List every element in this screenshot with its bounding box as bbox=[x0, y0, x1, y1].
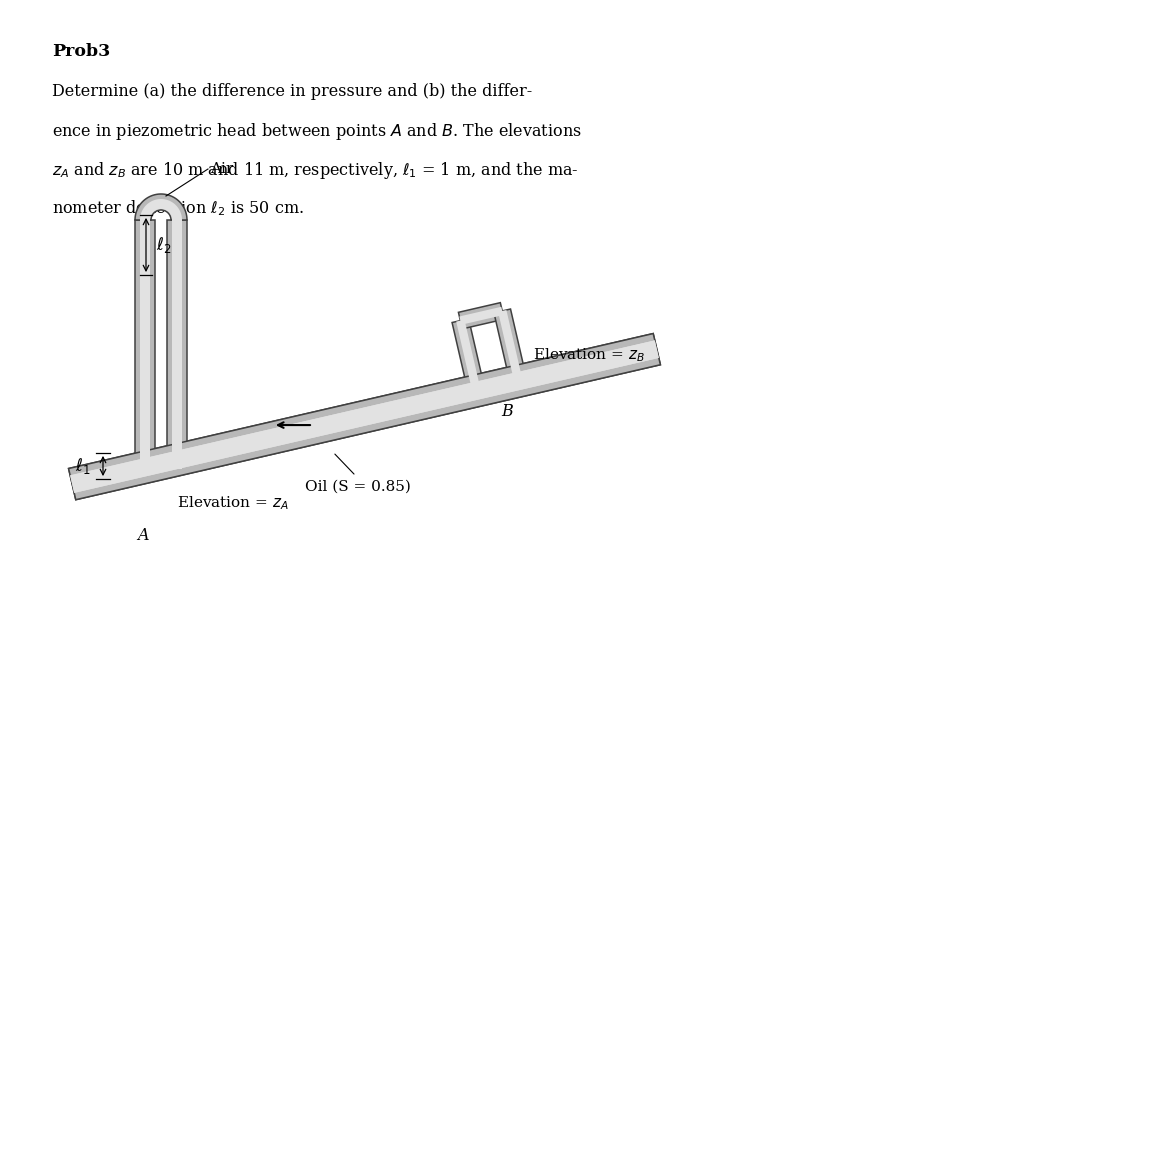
Polygon shape bbox=[498, 310, 523, 382]
Polygon shape bbox=[69, 333, 660, 500]
Polygon shape bbox=[452, 319, 484, 393]
Text: Elevation = $z_B$: Elevation = $z_B$ bbox=[532, 346, 645, 363]
Text: Determine (a) the difference in pressure and (b) the differ-: Determine (a) the difference in pressure… bbox=[51, 83, 532, 100]
Polygon shape bbox=[70, 340, 659, 493]
Text: Prob3: Prob3 bbox=[51, 43, 110, 61]
Text: Oil (S = 0.85): Oil (S = 0.85) bbox=[305, 480, 411, 494]
Polygon shape bbox=[460, 306, 503, 325]
Text: $\ell_1$: $\ell_1$ bbox=[75, 456, 91, 476]
Polygon shape bbox=[140, 199, 183, 220]
Text: nometer deflection $\ell_2$ is 50 cm.: nometer deflection $\ell_2$ is 50 cm. bbox=[51, 198, 304, 218]
Polygon shape bbox=[135, 195, 187, 220]
Polygon shape bbox=[160, 451, 177, 471]
Polygon shape bbox=[172, 220, 183, 469]
Text: B: B bbox=[501, 403, 512, 421]
Polygon shape bbox=[160, 456, 177, 466]
Text: $z_A$ and $z_B$ are 10 m and 11 m, respectively, $\ell_1$ = 1 m, and the ma-: $z_A$ and $z_B$ are 10 m and 11 m, respe… bbox=[51, 160, 578, 181]
Polygon shape bbox=[135, 220, 154, 469]
Polygon shape bbox=[70, 340, 659, 493]
Text: ence in piezometric head between points $A$ and $B$. The elevations: ence in piezometric head between points … bbox=[51, 121, 581, 142]
Text: A: A bbox=[137, 527, 149, 544]
Text: Elevation = $z_A$: Elevation = $z_A$ bbox=[177, 494, 289, 511]
Polygon shape bbox=[140, 220, 150, 469]
Polygon shape bbox=[456, 319, 481, 391]
Polygon shape bbox=[69, 333, 660, 500]
Text: Air: Air bbox=[209, 162, 233, 176]
Polygon shape bbox=[459, 303, 504, 329]
Text: $\ell_2$: $\ell_2$ bbox=[157, 235, 172, 255]
Polygon shape bbox=[494, 309, 526, 383]
Polygon shape bbox=[167, 220, 187, 469]
